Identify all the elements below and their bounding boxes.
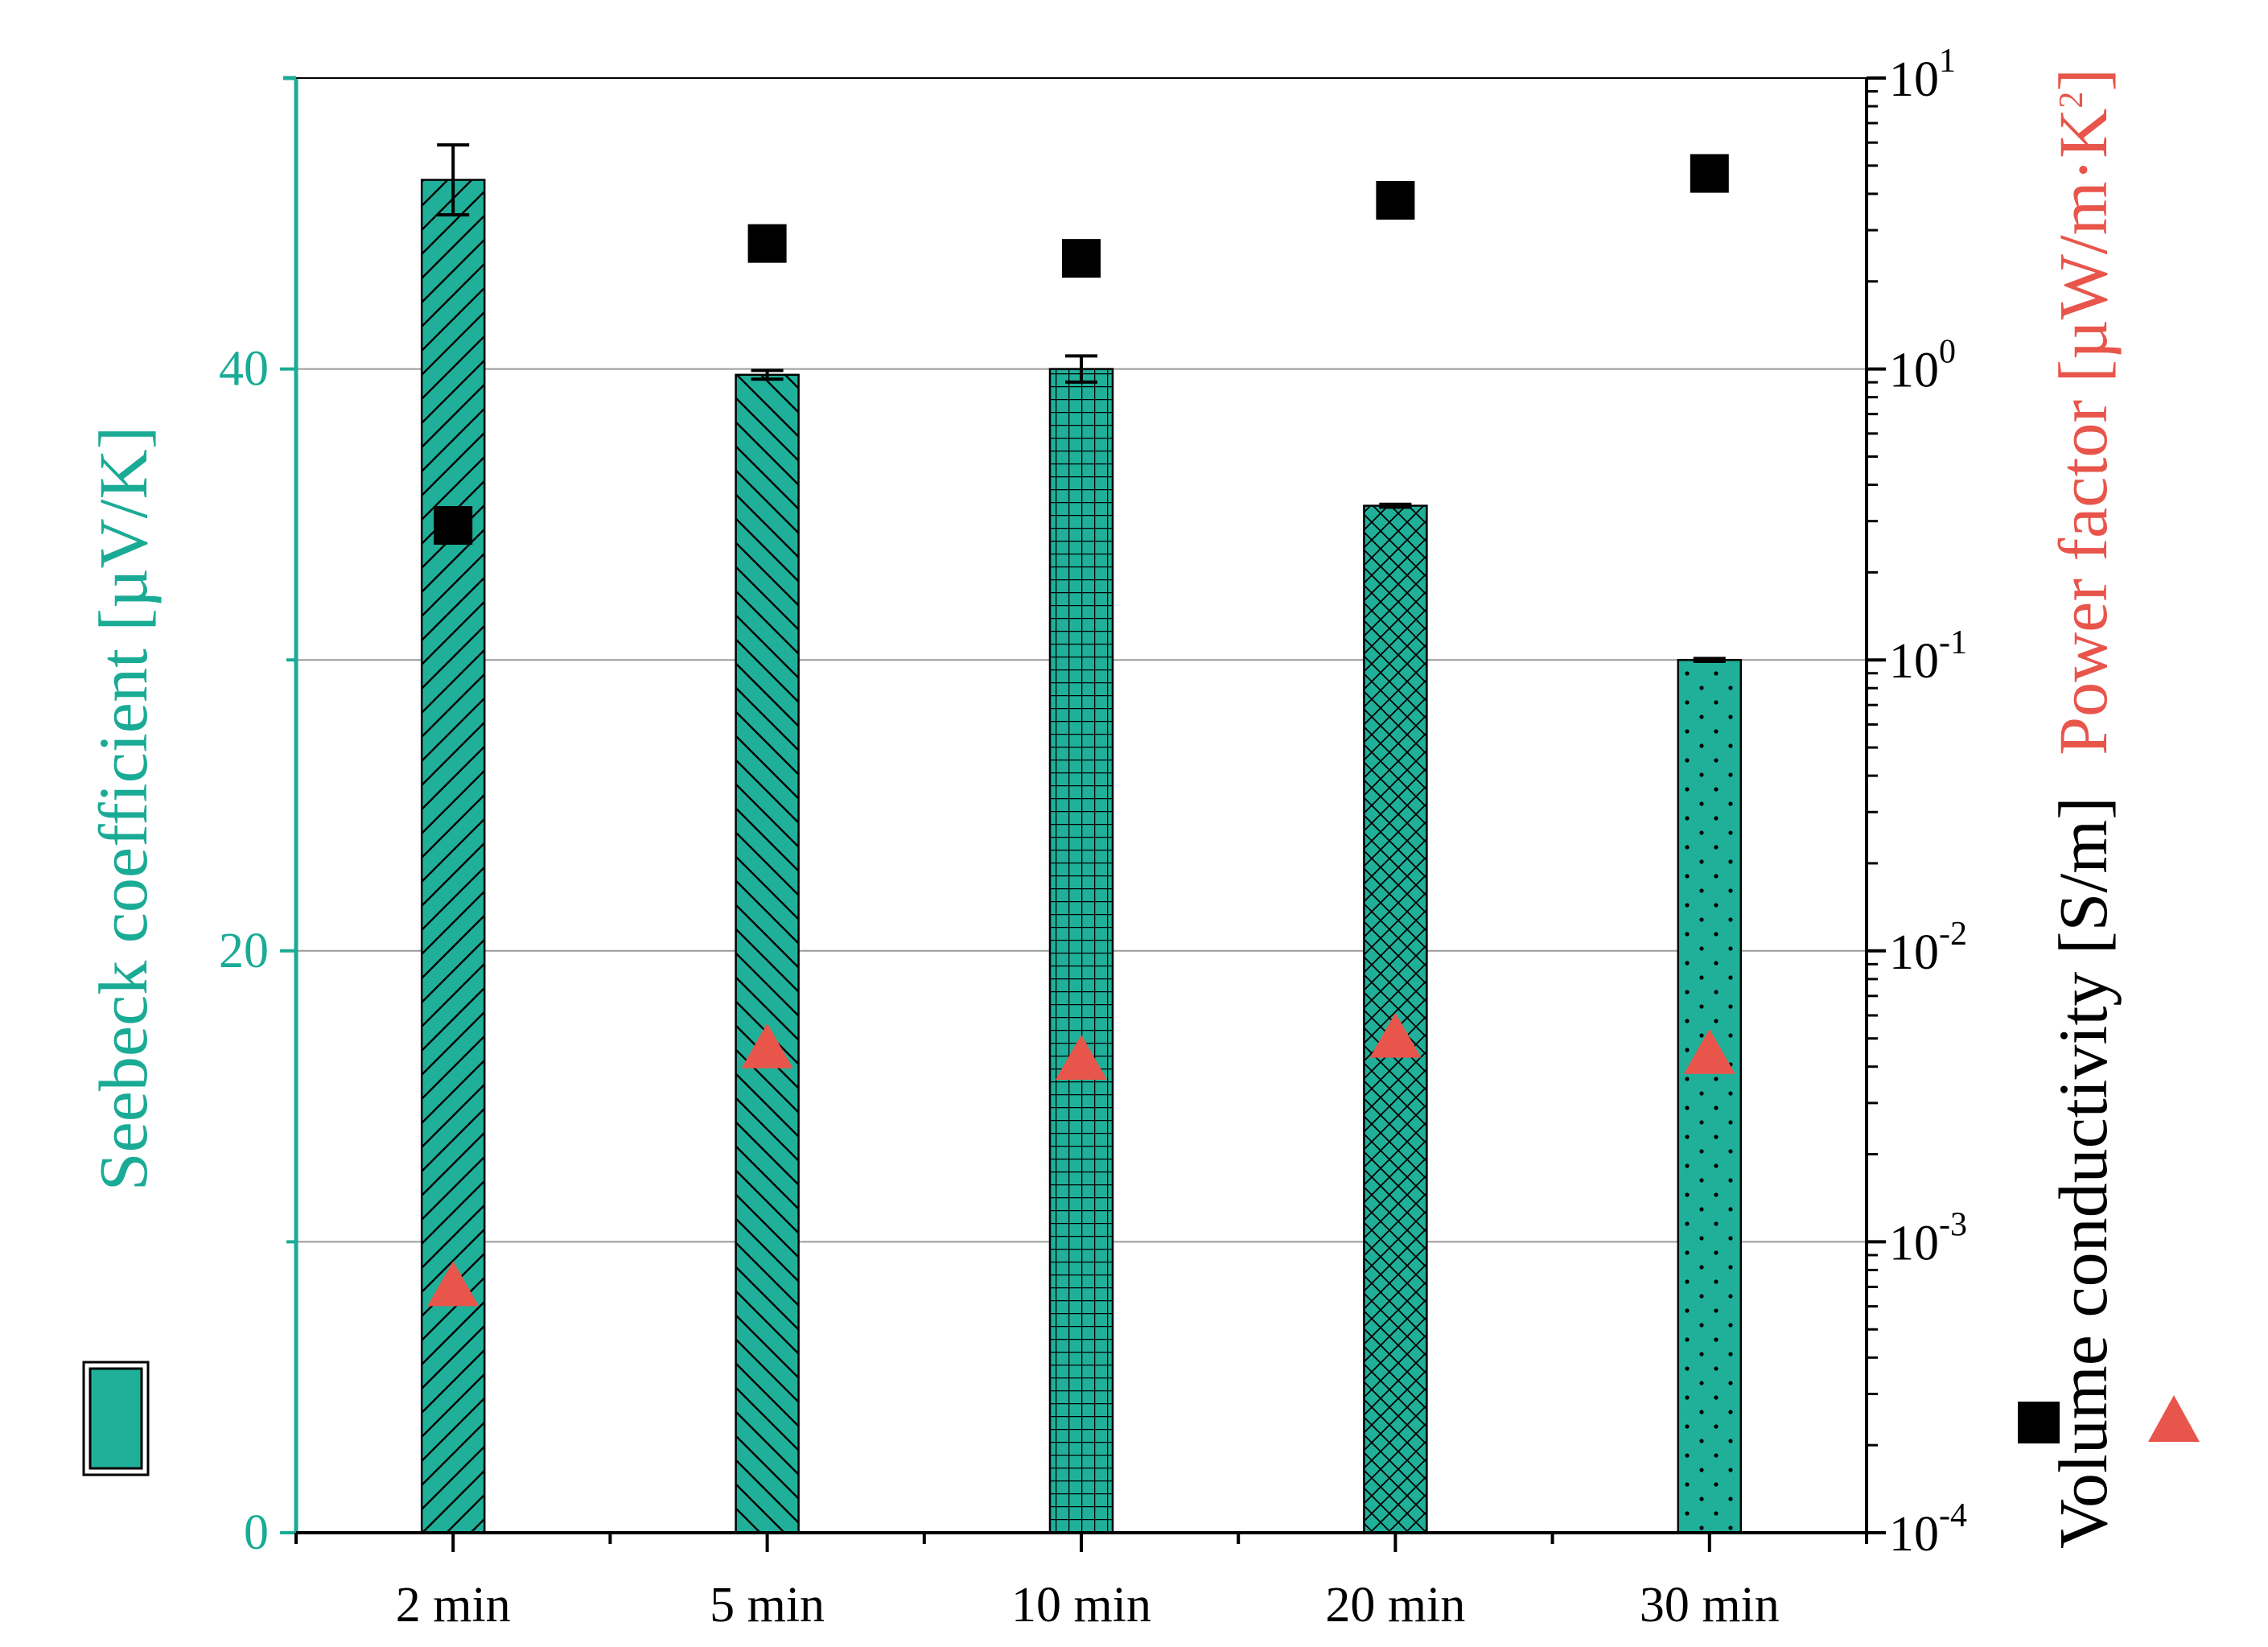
right-tick-label: 10-3 [1889, 1206, 1967, 1270]
error-bar-5 [1693, 657, 1726, 664]
power-factor-point-5 [1683, 1028, 1735, 1074]
markers [427, 154, 1735, 1307]
conductivity-point-5 [1690, 154, 1729, 193]
left-tick-label: 20 [219, 924, 269, 978]
error-bar-2 [751, 369, 784, 381]
x-tick-label: 2 min [396, 1578, 511, 1633]
right-tick-label: 10-2 [1889, 916, 1967, 980]
power-factor-point-4 [1369, 1012, 1422, 1058]
bar-2 [735, 373, 800, 1534]
bar-1 [420, 179, 486, 1534]
x-tick-label: 10 min [1011, 1578, 1151, 1633]
power-factor-point-3 [1056, 1035, 1107, 1081]
right-axis-title: Volume conductivity [S/m] Power factor [… [2044, 68, 2122, 1549]
bar-5 [1677, 658, 1743, 1534]
power-factor-point-2 [741, 1023, 793, 1068]
x-tick-label: 30 min [1640, 1578, 1780, 1633]
error-bar-1 [437, 143, 470, 216]
axes: 0 20 40 2 min 5 min 10 min 20 min 30 min 101 100 1… [219, 43, 1967, 1633]
right-tick-label: 100 [1889, 334, 1956, 398]
error-bar-4 [1379, 502, 1412, 509]
bar-3 [1048, 368, 1114, 1534]
x-tick-label: 20 min [1325, 1578, 1465, 1633]
power-factor-axis-label: Power factor [µW/m·K [2044, 109, 2122, 756]
power-factor-point-1 [427, 1261, 480, 1307]
power-factor-axis-label-sup: 2 [2053, 92, 2090, 109]
right-tick-label: 10-4 [1889, 1497, 1967, 1562]
conductivity-point-1 [434, 505, 473, 545]
conductivity-point-3 [1062, 239, 1101, 278]
left-tick-label: 0 [244, 1505, 269, 1560]
bars [420, 143, 1743, 1534]
legend-power-factor-triangle [2148, 1395, 2200, 1442]
power-factor-axis-label-end: ] [2044, 68, 2122, 92]
conductivity-point-4 [1376, 180, 1415, 220]
error-bar-3 [1065, 354, 1097, 384]
left-axis-title: Seebeck coefficient [µV/K] [84, 426, 162, 1192]
legend-seebeck [82, 1361, 150, 1476]
x-tick-label: 5 min [710, 1578, 825, 1633]
left-tick-label: 40 [219, 342, 269, 397]
legend-conductivity-square [2018, 1402, 2060, 1443]
conductivity-point-2 [747, 224, 787, 263]
right-tick-label: 101 [1889, 43, 1956, 107]
right-tick-label: 10-1 [1889, 624, 1967, 689]
